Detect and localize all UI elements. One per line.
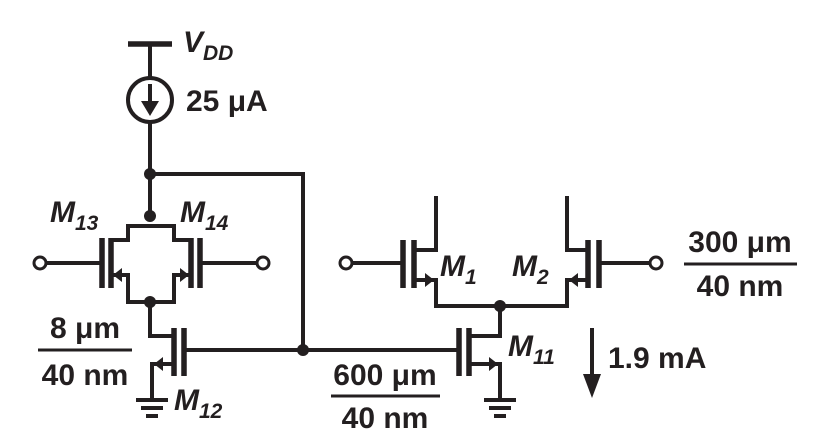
m11-label: M11	[508, 330, 555, 369]
m1-m2-pair	[348, 196, 654, 338]
node-bias	[297, 344, 309, 356]
input-terminal-m2	[648, 255, 664, 271]
m11-transistor	[456, 328, 516, 418]
m14-label: M14	[180, 196, 229, 235]
tail-current-label: 1.9 mA	[608, 342, 706, 375]
vdd-label: VDD	[183, 26, 233, 65]
m11-length: 40 nm	[342, 402, 429, 435]
m13-m14-pair	[42, 224, 260, 338]
m13-label: M13	[50, 196, 99, 235]
bias-wire	[148, 172, 460, 352]
m12-width: 8 μm	[50, 312, 120, 345]
m1-m2-length: 40 nm	[697, 270, 784, 303]
m11-width: 600 μm	[333, 359, 436, 392]
m12-size-ratio: 8 μm 40 nm	[38, 312, 132, 392]
current-source-25ua	[126, 76, 174, 218]
tail-current-arrow	[583, 328, 601, 398]
node-m1-m2-source	[494, 300, 506, 312]
m12-length: 40 nm	[42, 359, 129, 392]
node-m13-m14-source	[144, 210, 156, 222]
vdd-rail	[128, 41, 172, 78]
input-terminal-m1	[338, 255, 354, 271]
input-terminal-m13	[32, 255, 48, 271]
m12-transistor	[136, 328, 196, 418]
m2-label: M2	[512, 250, 549, 289]
m11-size-ratio: 600 μm 40 nm	[331, 359, 440, 435]
input-terminal-m14	[255, 255, 271, 271]
node-source	[144, 168, 156, 180]
current-source-label: 25 μA	[186, 85, 268, 118]
m1-m2-size-ratio: 300 μm 40 nm	[684, 226, 797, 303]
m1-label: M1	[440, 250, 477, 289]
m12-label: M12	[174, 384, 223, 423]
m1-m2-width: 300 μm	[688, 226, 791, 259]
node-m13-m14-drain	[144, 296, 156, 308]
